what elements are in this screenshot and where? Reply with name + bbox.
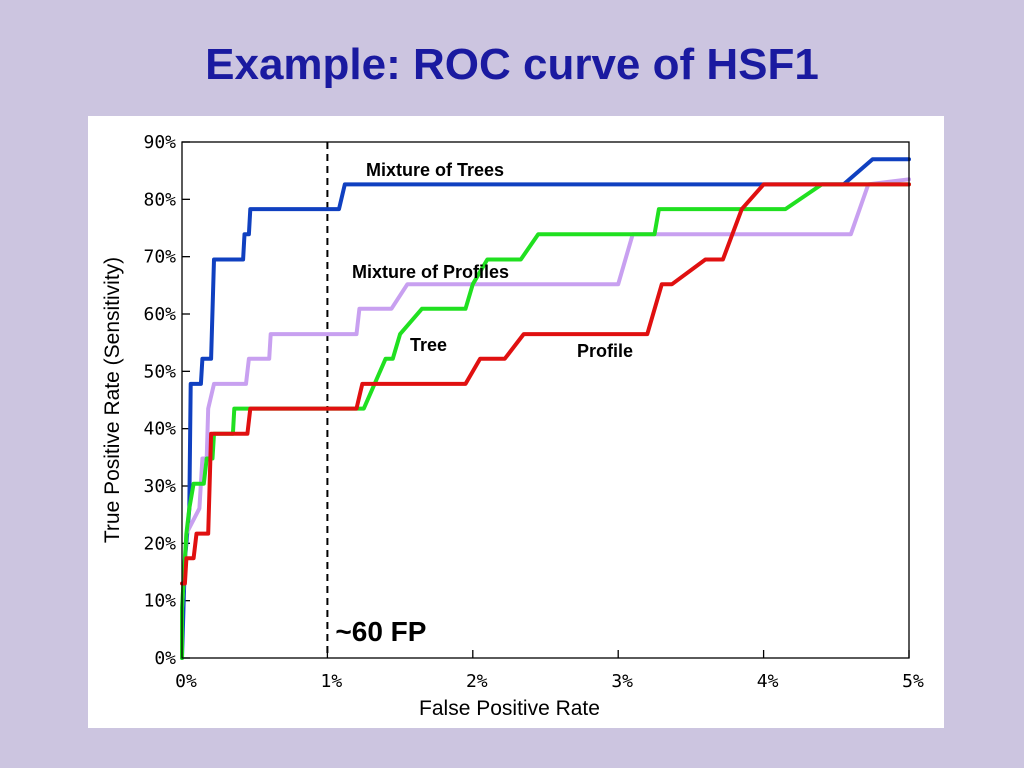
series-label-tree: Tree (410, 335, 447, 355)
series-line-profile (180, 182, 911, 586)
y-tick-label: 20% (143, 533, 176, 554)
x-tick-label: 0% (175, 671, 197, 692)
y-tick-label: 70% (143, 247, 176, 268)
slide-title: Example: ROC curve of HSF1 (205, 40, 819, 89)
series-label-mixture-of-profiles: Mixture of Profiles (352, 262, 509, 282)
x-tick-label: 5% (902, 671, 924, 692)
chart-panel: 0% 10% 20% 30% 40% 50% 60% 70% 80% 90% 0% 1% 2% 3% 4%… (88, 116, 944, 728)
y-tick-label: 60% (143, 304, 176, 325)
series-line-tree (180, 182, 911, 660)
label-layer: Mixture of Trees Mixture of Profiles Tree P… (335, 160, 633, 647)
series-label-mixture-of-trees: Mixture of Trees (366, 160, 504, 180)
x-axis-title: False Positive Rate (419, 697, 600, 720)
series-label-profile: Profile (577, 341, 633, 361)
x-tick-label: 3% (611, 671, 633, 692)
x-tick-label: 1% (321, 671, 343, 692)
x-tick-label: 2% (466, 671, 488, 692)
roc-chart: 0% 10% 20% 30% 40% 50% 60% 70% 80% 90% 0% 1% 2% 3% 4%… (101, 132, 924, 720)
y-tick-label: 90% (143, 132, 176, 153)
y-tick-label: 10% (143, 591, 176, 612)
plot-frame (181, 141, 910, 659)
y-tick-label: 50% (143, 361, 176, 382)
y-tick-label: 0% (154, 648, 176, 669)
reference-line-label: ~60 FP (335, 616, 426, 647)
x-tick-label: 4% (757, 671, 779, 692)
y-tick-label: 30% (143, 476, 176, 497)
y-axis-title: True Positive Rate (Sensitivity) (101, 257, 124, 543)
series-lines (180, 157, 911, 660)
x-axis-ticks: 0% 1% 2% 3% 4% 5% (175, 650, 924, 692)
y-tick-label: 80% (143, 189, 176, 210)
y-axis-ticks: 0% 10% 20% 30% 40% 50% 60% 70% 80% 90% (143, 132, 190, 669)
series-line-mixture-of-trees (180, 157, 911, 660)
y-tick-label: 40% (143, 419, 176, 440)
series-line-mixture-of-profiles (180, 177, 911, 611)
